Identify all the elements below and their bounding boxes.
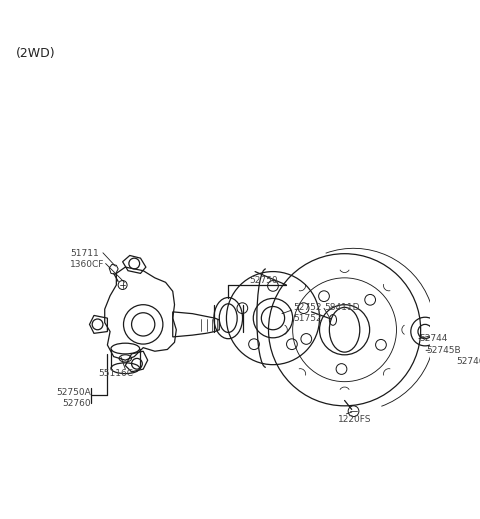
Text: 55116C: 55116C — [98, 369, 133, 378]
Text: 1360CF: 1360CF — [70, 260, 104, 269]
Text: 52745B: 52745B — [426, 346, 461, 355]
Text: (2WD): (2WD) — [16, 47, 56, 60]
Text: 52750A: 52750A — [56, 388, 91, 397]
Text: 52746: 52746 — [456, 357, 480, 365]
Text: 52744: 52744 — [419, 334, 447, 343]
Text: 51752: 51752 — [294, 313, 322, 323]
Text: 52760: 52760 — [63, 399, 91, 407]
Text: 52750: 52750 — [249, 276, 277, 285]
Text: 1220FS: 1220FS — [338, 415, 372, 424]
Text: 52752: 52752 — [294, 303, 322, 312]
Text: 51711: 51711 — [70, 249, 98, 258]
Text: 58411D: 58411D — [324, 303, 360, 312]
